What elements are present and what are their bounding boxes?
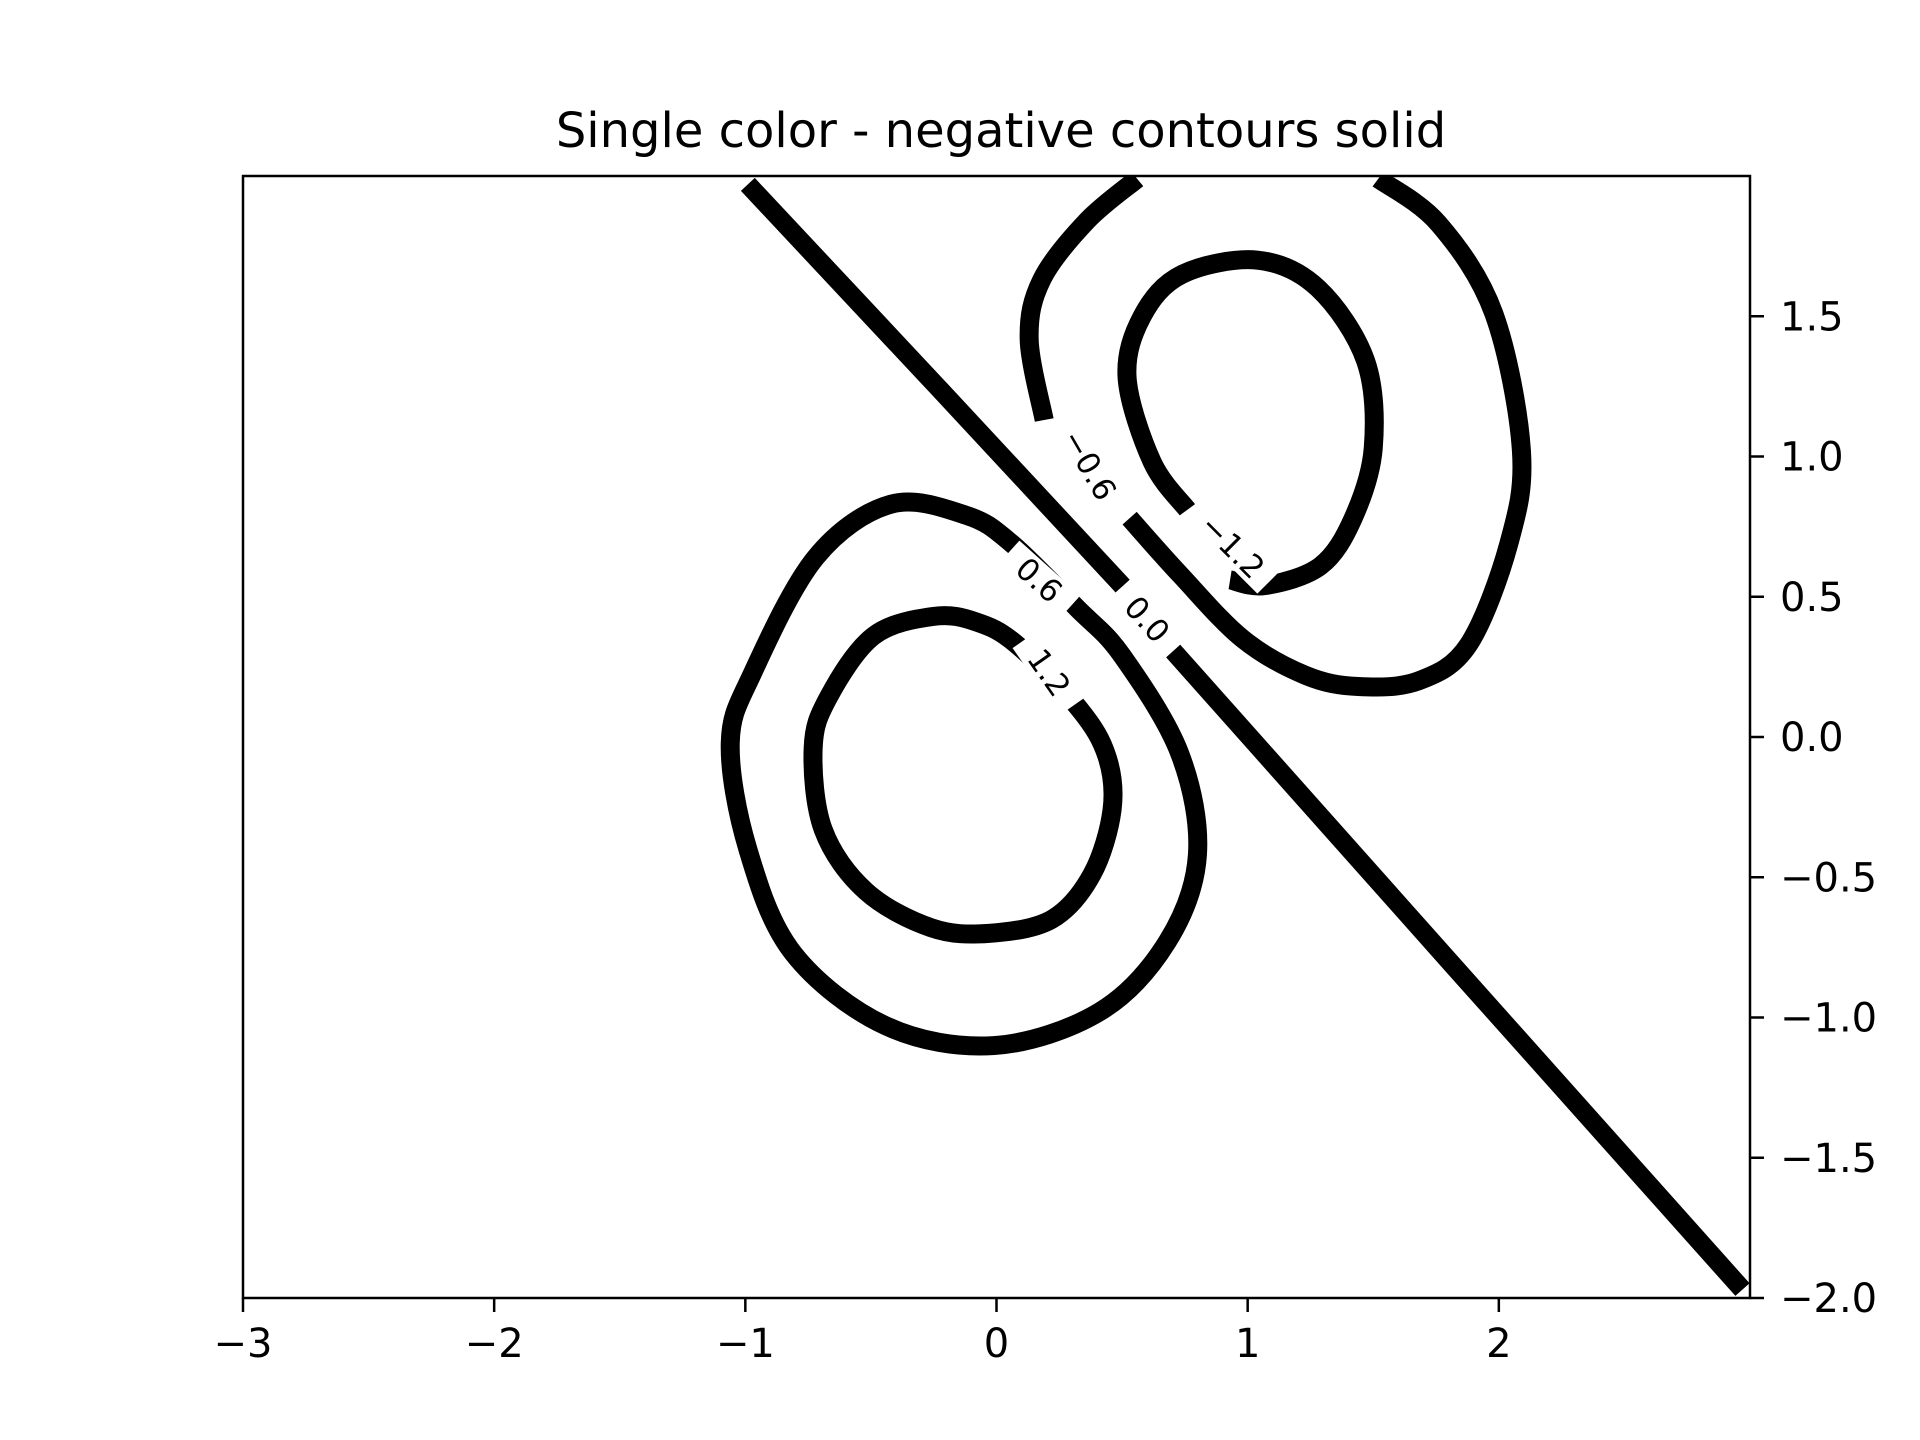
x-tick-label: 2: [1486, 1321, 1511, 1367]
y-tick-label: 1.0: [1780, 435, 1844, 481]
y-tick-label: −2.0: [1780, 1276, 1877, 1322]
contour-label-gap: [998, 540, 1081, 620]
x-tick-label: 1: [1235, 1321, 1260, 1367]
contour-label-gap: [1107, 578, 1187, 661]
y-tick-label: 0.5: [1780, 575, 1844, 621]
x-tick-label: −2: [465, 1321, 524, 1367]
y-tick-label: −1.5: [1780, 1136, 1877, 1182]
x-tick-label: −1: [716, 1321, 775, 1367]
contour-line-level-neg0.6-3: [1019, 176, 1144, 422]
contour-line-level-neg0.6-4: [1122, 176, 1532, 697]
y-axis: −2.0 −1.5 −1.0 −0.5 0.0 0.5 1.0 1.5: [1750, 294, 1877, 1322]
contour-label-gap: [1012, 629, 1086, 716]
x-tick-label: −3: [214, 1321, 273, 1367]
contour-label-2: 0.0: [1107, 578, 1187, 661]
contour-label-gap: [1050, 412, 1129, 518]
x-axis: −3 −2 −1 0 1 2: [214, 1298, 1512, 1367]
y-tick-label: −1.0: [1780, 996, 1877, 1042]
contour-label-gap: [1185, 498, 1280, 594]
chart-title: Single color - negative contours solid: [556, 103, 1446, 159]
x-tick-label: 0: [984, 1321, 1009, 1367]
y-tick-label: 1.5: [1780, 294, 1844, 340]
contour-line-level-0.6-1: [720, 492, 1208, 1056]
y-tick-label: 0.0: [1780, 715, 1844, 761]
contour-line-level-neg1.2-5: [1117, 250, 1384, 596]
y-tick-label: −0.5: [1780, 855, 1877, 901]
contour-line-level-1.2-2: [803, 606, 1123, 944]
